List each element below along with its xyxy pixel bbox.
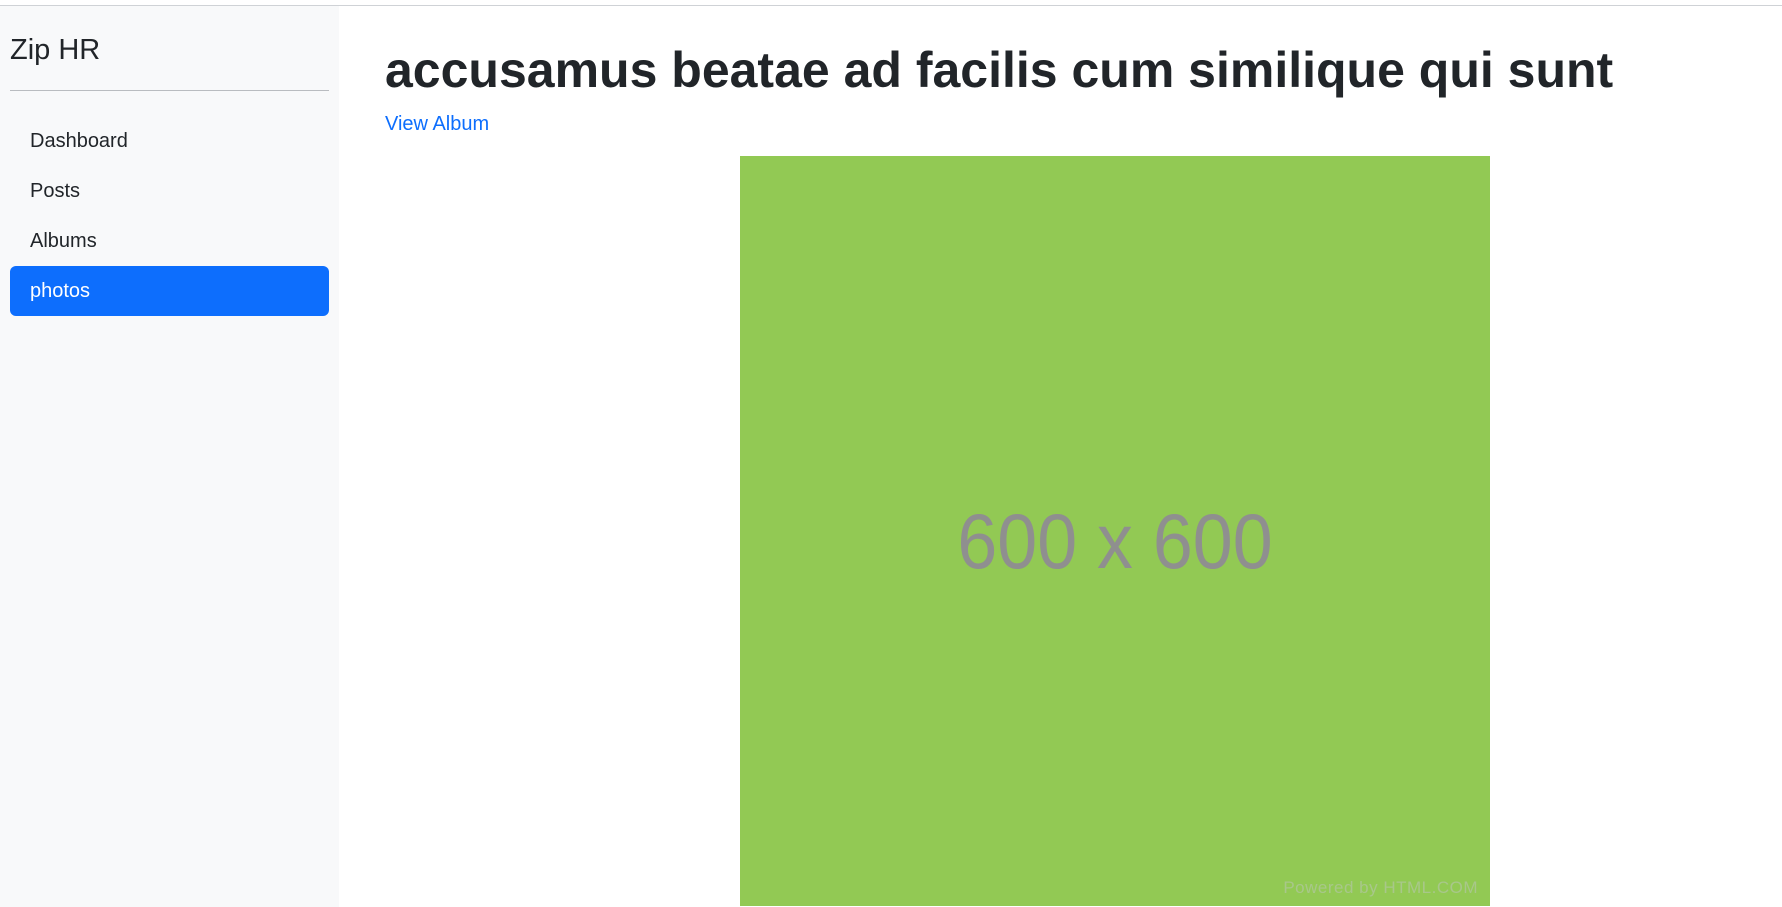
main-content: accusamus beatae ad facilis cum similiqu… xyxy=(339,6,1782,907)
sidebar-item-albums[interactable]: Albums xyxy=(30,230,97,252)
sidebar-item-photos[interactable]: photos xyxy=(10,266,329,316)
photo-watermark: Powered by HTML.COM xyxy=(1283,878,1478,897)
sidebar-nav: Dashboard Posts Albums photos xyxy=(10,116,329,316)
photo-placeholder-label: 600 x 600 xyxy=(957,497,1273,585)
brand-title: Zip HR xyxy=(10,32,329,91)
sidebar-item-dashboard[interactable]: Dashboard xyxy=(30,130,128,152)
sidebar-item-posts[interactable]: Posts xyxy=(30,180,81,202)
view-album-link[interactable]: View Album xyxy=(385,113,490,135)
photo-image: 600 x 600 Powered by HTML.COM xyxy=(740,156,1490,906)
top-border xyxy=(0,0,1782,6)
page-title: accusamus beatae ad facilis cum similiqu… xyxy=(385,42,1614,98)
sidebar: Zip HR Dashboard Posts Albums photos xyxy=(0,6,339,907)
